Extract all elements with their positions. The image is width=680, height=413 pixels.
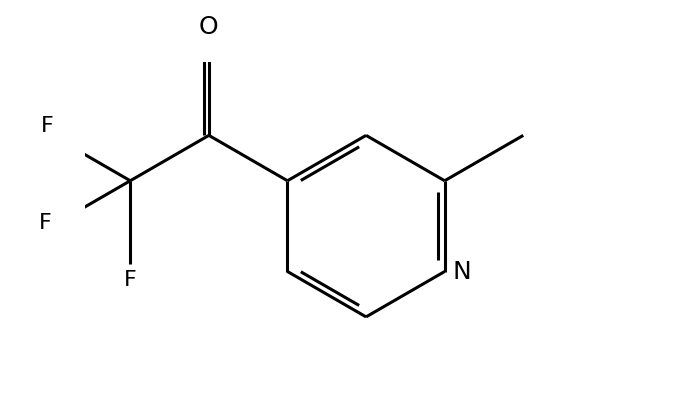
Text: F: F bbox=[41, 116, 53, 136]
Text: F: F bbox=[39, 213, 52, 233]
Text: F: F bbox=[124, 270, 137, 290]
Text: N: N bbox=[452, 259, 471, 283]
Text: O: O bbox=[199, 15, 219, 39]
